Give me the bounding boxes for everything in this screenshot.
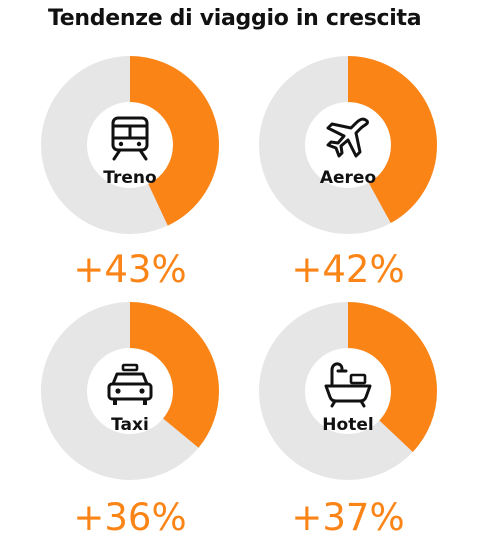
taxi-icon — [107, 363, 153, 407]
donut-taxi: Taxi +36% — [41, 302, 219, 539]
donut-arc-treno — [41, 56, 219, 234]
train-icon — [111, 116, 149, 161]
donut-aereo: Aereo +42% — [259, 56, 437, 291]
airplane-icon — [326, 117, 369, 158]
value-label: +42% — [291, 248, 404, 291]
category-label: Aereo — [320, 168, 376, 188]
donut-arc-hotel — [259, 302, 437, 480]
donut-hotel: Hotel +37% — [259, 302, 437, 539]
category-label: Taxi — [111, 415, 149, 435]
chart-title: Tendenze di viaggio in crescita — [48, 6, 422, 31]
bathtub-icon — [324, 362, 372, 408]
value-label: +43% — [73, 248, 186, 291]
value-label: +37% — [291, 496, 404, 539]
donut-arc-taxi — [41, 302, 219, 480]
donut-arc-aereo — [259, 56, 437, 234]
category-label: Treno — [103, 168, 156, 188]
donut-treno: Treno +43% — [41, 56, 219, 291]
value-label: +36% — [73, 496, 186, 539]
category-label: Hotel — [322, 415, 373, 435]
